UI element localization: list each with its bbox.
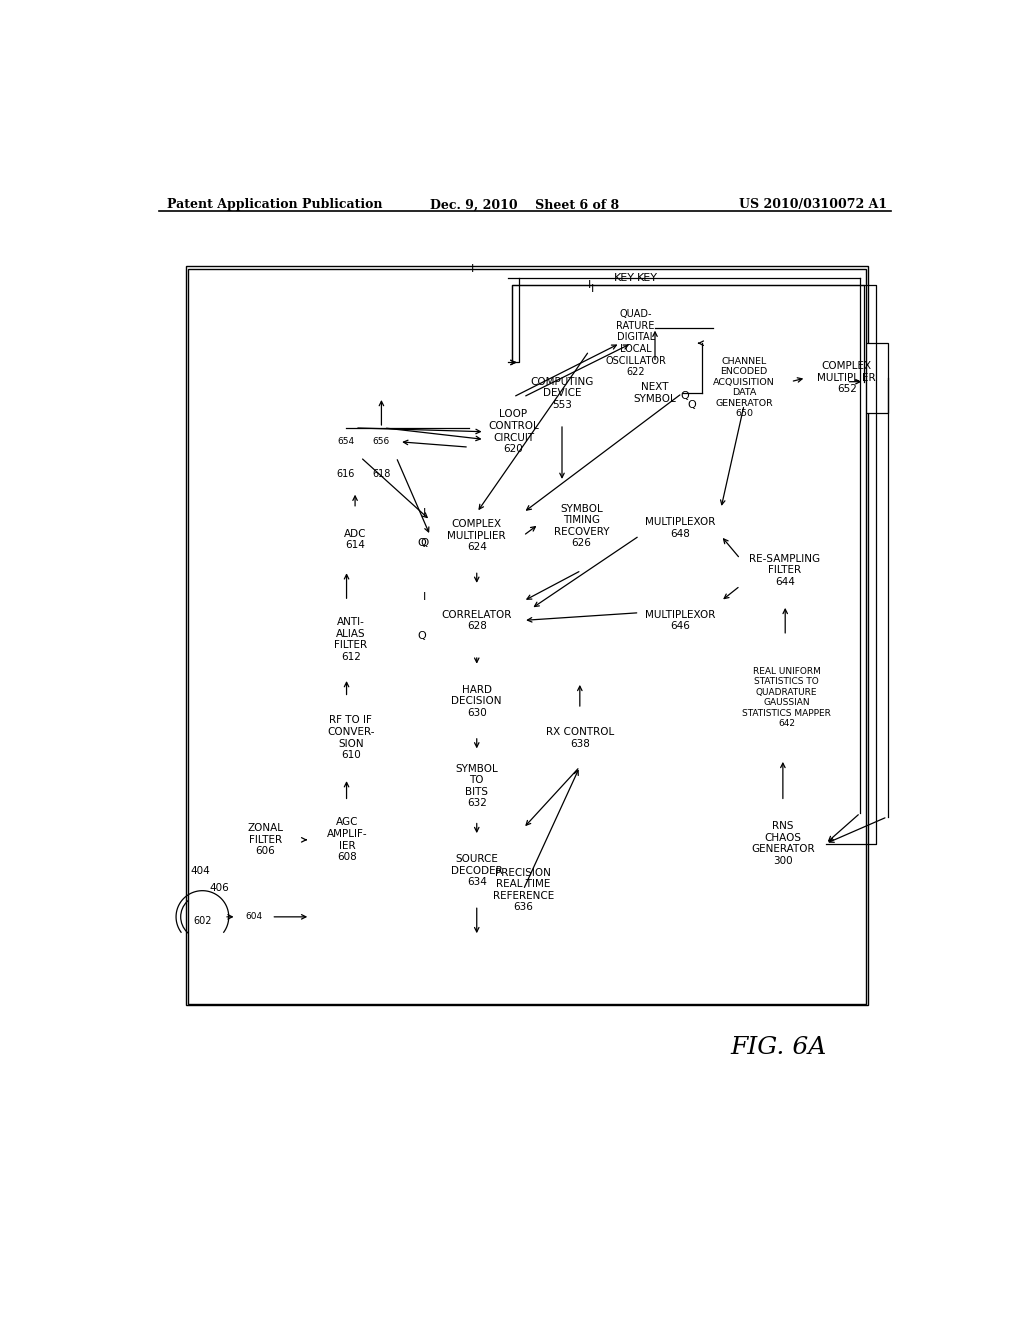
- Text: ZONAL
FILTER
606: ZONAL FILTER 606: [248, 824, 284, 857]
- Text: MULTIPLEXOR
646: MULTIPLEXOR 646: [645, 610, 716, 631]
- Text: 654: 654: [337, 437, 354, 446]
- Bar: [469, 397, 558, 466]
- Text: CORRELATOR
628: CORRELATOR 628: [441, 610, 512, 631]
- Bar: [621, 363, 690, 424]
- Text: 404: 404: [190, 866, 210, 875]
- Text: KEY: KEY: [637, 273, 657, 282]
- Text: 602: 602: [194, 916, 212, 925]
- Bar: [740, 636, 834, 759]
- Text: COMPUTING
DEVICE
553: COMPUTING DEVICE 553: [530, 376, 594, 409]
- Text: I: I: [592, 284, 595, 294]
- Bar: [186, 267, 868, 1006]
- Text: RE-SAMPLING
FILTER
644: RE-SAMPLING FILTER 644: [750, 554, 820, 587]
- Text: Q: Q: [687, 400, 695, 409]
- Text: SYMBOL
TIMING
RECOVERY
626: SYMBOL TIMING RECOVERY 626: [554, 504, 609, 549]
- Bar: [430, 751, 523, 821]
- Text: Q: Q: [421, 539, 429, 548]
- Text: QUAD-
RATURE
DIGITAL
LOCAL
OSCILLATOR
622: QUAD- RATURE DIGITAL LOCAL OSCILLATOR 62…: [605, 309, 666, 378]
- Text: 406: 406: [209, 883, 229, 894]
- Text: HARD
DECISION
630: HARD DECISION 630: [452, 685, 502, 718]
- Bar: [539, 482, 624, 570]
- Bar: [740, 801, 825, 886]
- Text: SOURCE
DECODER
634: SOURCE DECODER 634: [451, 854, 503, 887]
- Text: RNS
CHAOS
GENERATOR
300: RNS CHAOS GENERATOR 300: [751, 821, 815, 866]
- Text: Q: Q: [681, 391, 689, 400]
- Text: KEY: KEY: [613, 273, 635, 282]
- Bar: [331, 428, 360, 455]
- Bar: [430, 667, 523, 737]
- Text: ADC
614: ADC 614: [343, 529, 366, 550]
- Text: SYMBOL
TO
BITS
632: SYMBOL TO BITS 632: [456, 763, 498, 808]
- Bar: [740, 536, 829, 605]
- Text: COMPLEX
MULTIPLIER
652: COMPLEX MULTIPLIER 652: [817, 362, 877, 395]
- Bar: [326, 508, 384, 570]
- Bar: [697, 327, 791, 447]
- Text: LOOP
CONTROL
CIRCUIT
620: LOOP CONTROL CIRCUIT 620: [488, 409, 539, 454]
- Text: Dec. 9, 2010    Sheet 6 of 8: Dec. 9, 2010 Sheet 6 of 8: [430, 198, 620, 211]
- Text: Patent Application Publication: Patent Application Publication: [167, 198, 382, 211]
- Bar: [430, 502, 523, 570]
- Text: 604: 604: [245, 912, 262, 921]
- Bar: [430, 836, 523, 906]
- Text: PRECISION
REAL TIME
REFERENCE
636: PRECISION REAL TIME REFERENCE 636: [493, 867, 554, 912]
- Text: 618: 618: [373, 470, 390, 479]
- Text: US 2010/0310072 A1: US 2010/0310072 A1: [739, 198, 888, 211]
- Bar: [506, 275, 859, 843]
- Bar: [589, 293, 682, 393]
- Bar: [188, 268, 866, 1003]
- Text: ANTI-
ALIAS
FILTER
612: ANTI- ALIAS FILTER 612: [334, 618, 368, 663]
- Text: 616: 616: [337, 470, 355, 479]
- Bar: [367, 428, 396, 455]
- Text: I: I: [423, 508, 426, 517]
- Bar: [477, 851, 569, 928]
- Text: NEXT
SYMBOL: NEXT SYMBOL: [634, 383, 677, 404]
- Text: I: I: [423, 593, 426, 602]
- Bar: [538, 709, 623, 767]
- Text: COMPLEX
MULTIPLIER
624: COMPLEX MULTIPLIER 624: [447, 519, 506, 552]
- Text: I: I: [471, 264, 474, 273]
- Bar: [640, 586, 721, 655]
- Text: MULTIPLEXOR
648: MULTIPLEXOR 648: [645, 517, 716, 539]
- Text: AGC
AMPLIF-
IER
608: AGC AMPLIF- IER 608: [327, 817, 368, 862]
- Text: FIG. 6A: FIG. 6A: [731, 1036, 827, 1059]
- Bar: [228, 801, 302, 878]
- Bar: [430, 586, 523, 655]
- Bar: [314, 601, 388, 678]
- Bar: [314, 697, 388, 779]
- Bar: [640, 498, 721, 558]
- Text: RX CONTROL
638: RX CONTROL 638: [546, 727, 614, 748]
- Bar: [331, 457, 360, 492]
- Text: Q: Q: [418, 631, 426, 640]
- Bar: [367, 457, 396, 492]
- Bar: [806, 343, 888, 412]
- Text: CHANNEL
ENCODED
ACQUISITION
DATA
GENERATOR
650: CHANNEL ENCODED ACQUISITION DATA GENERAT…: [714, 356, 775, 418]
- Bar: [519, 363, 604, 424]
- Bar: [575, 536, 850, 759]
- Text: RF TO IF
CONVER-
SION
610: RF TO IF CONVER- SION 610: [327, 715, 375, 760]
- Text: I: I: [588, 280, 591, 290]
- Text: REAL UNIFORM
STATISTICS TO
QUADRATURE
GAUSSIAN
STATISTICS MAPPER
642: REAL UNIFORM STATISTICS TO QUADRATURE GA…: [742, 667, 831, 727]
- Bar: [310, 801, 384, 878]
- Text: Q: Q: [418, 539, 426, 548]
- Text: 656: 656: [373, 437, 390, 446]
